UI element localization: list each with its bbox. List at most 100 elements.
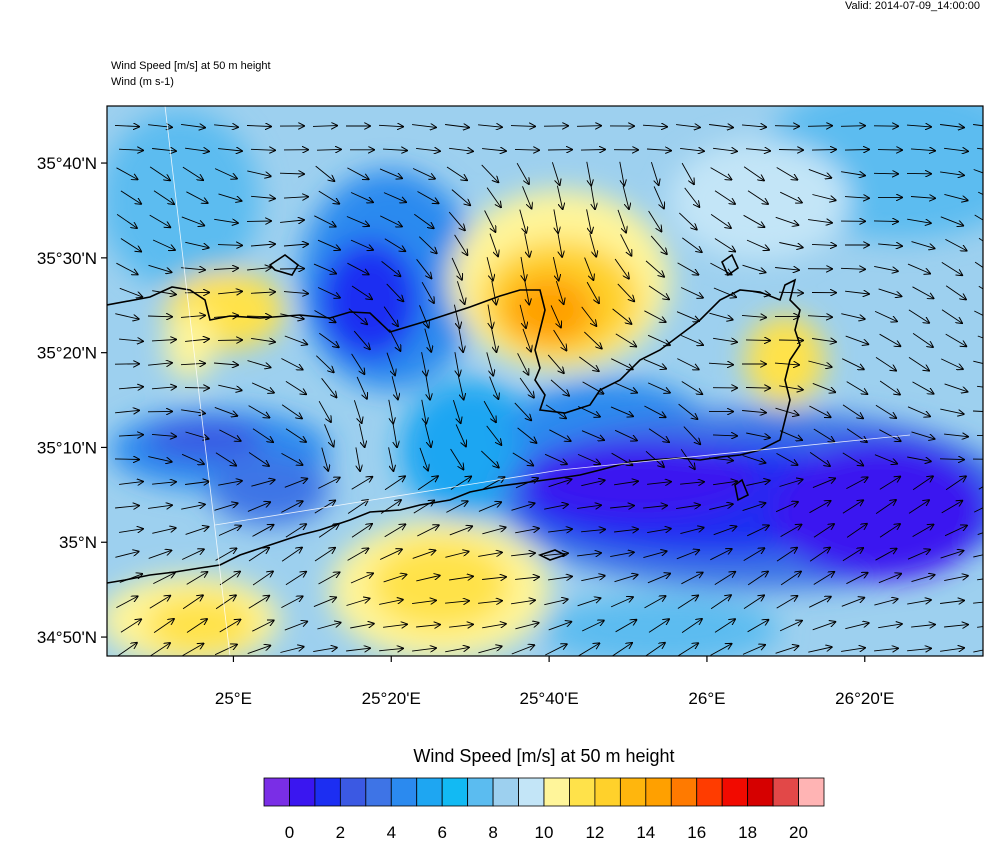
wind-arrow [680, 482, 704, 484]
wind-arrow [589, 233, 596, 256]
wind-arrow [350, 239, 373, 250]
wind-arrow [586, 161, 591, 186]
wind-arrow [557, 233, 562, 257]
wind-arrow [940, 551, 964, 559]
wind-arrow [780, 572, 801, 586]
wind-arrow [552, 257, 558, 280]
wind-arrow [149, 596, 170, 609]
wind-arrow [973, 124, 983, 127]
wind-arrow [379, 168, 402, 178]
wind-arrow [351, 524, 372, 538]
wind-arrow [353, 400, 361, 423]
wind-arrow [873, 173, 898, 174]
wind-arrow [215, 595, 236, 610]
wind-arrow [846, 477, 867, 489]
valid-time: Valid: 2014-07-09_14:00:00 [845, 0, 980, 12]
wind-arrow [808, 647, 831, 653]
wind-arrow [746, 239, 769, 250]
wind-arrow [747, 525, 769, 537]
colorbar-swatch [390, 777, 418, 807]
wind-arrow [941, 262, 962, 275]
wind-arrow [614, 481, 638, 485]
wind-arrow [281, 501, 302, 513]
wind-arrow [745, 149, 770, 151]
wind-arrow [906, 125, 931, 127]
wind-arrow [644, 643, 665, 656]
lat-tick-label: 35°30'N [37, 249, 97, 268]
wind-arrow [181, 504, 205, 510]
wind-arrow [486, 257, 493, 280]
wind-arrow [482, 624, 506, 628]
wind-arrow [416, 576, 439, 582]
wind-arrow [977, 626, 983, 628]
wind-arrow [312, 126, 337, 127]
wind-arrow [879, 333, 901, 346]
wind-arrow [185, 431, 209, 439]
wind-arrow [841, 648, 865, 652]
wind-arrow [484, 210, 496, 232]
wind-arrow [910, 197, 935, 199]
wind-arrow [713, 148, 737, 151]
wind-arrow [186, 191, 207, 203]
colorbar-tick-label: 8 [488, 823, 497, 842]
wind-arrow [643, 358, 666, 368]
colorbar-swatch [772, 777, 799, 807]
wind-arrow [522, 328, 531, 352]
wind-arrow [250, 149, 275, 150]
wind-arrow [643, 551, 666, 559]
wind-arrow [944, 193, 967, 200]
wind-arrow [219, 429, 240, 441]
wind-arrow [450, 448, 464, 469]
wind-arrow [578, 643, 600, 656]
wind-arrow [478, 552, 502, 556]
wind-arrow [315, 165, 335, 181]
wind-arrow [452, 399, 460, 423]
wind-arrow [579, 356, 598, 371]
wind-arrow [248, 405, 270, 418]
wind-arrow [550, 305, 561, 327]
wind-arrow [973, 601, 983, 604]
wind-arrow [391, 376, 398, 399]
wind-arrow [940, 601, 964, 604]
wind-arrow [218, 481, 242, 486]
wind-arrow [153, 573, 174, 585]
wind-arrow [972, 410, 983, 412]
wind-arrow [314, 501, 335, 514]
wind-arrow [153, 619, 174, 633]
wind-arrow [347, 548, 369, 561]
wind-arrow [283, 292, 308, 294]
wind-arrow [416, 625, 440, 627]
wind-arrow [973, 169, 983, 174]
wind-arrow [582, 381, 604, 394]
wind-arrow [517, 427, 537, 443]
wind-arrow [116, 643, 137, 656]
wind-arrow [147, 316, 172, 317]
wind-arrow [911, 431, 935, 439]
latitude-axis: 35°40'N 35°30'N 35°20'N 35°10'N 35°N 34°50'N [37, 154, 107, 647]
wind-arrow [217, 245, 242, 246]
wind-arrow [449, 526, 472, 536]
wind-arrow [708, 363, 733, 365]
wind-arrow [380, 215, 402, 227]
wind-arrow [252, 525, 274, 537]
wind-arrow [908, 309, 929, 323]
wind-arrow [515, 478, 538, 489]
colorbar-swatch [314, 777, 341, 807]
wind-arrow [775, 502, 798, 513]
wind-arrow [119, 287, 142, 297]
wind-arrow [774, 363, 799, 365]
wind-arrow [842, 548, 863, 562]
wind-arrow [648, 210, 662, 231]
wind-arrow [973, 360, 983, 364]
wind-arrow [977, 147, 983, 150]
wind-arrow [646, 149, 671, 151]
wind-arrow [780, 525, 802, 537]
wind-arrow [421, 399, 426, 424]
wind-arrow [681, 162, 694, 184]
wind-arrow [317, 623, 340, 630]
wind-arrow [714, 238, 735, 252]
wind-arrow [116, 262, 137, 274]
wind-arrow [644, 405, 665, 417]
wind-arrow [907, 456, 931, 461]
